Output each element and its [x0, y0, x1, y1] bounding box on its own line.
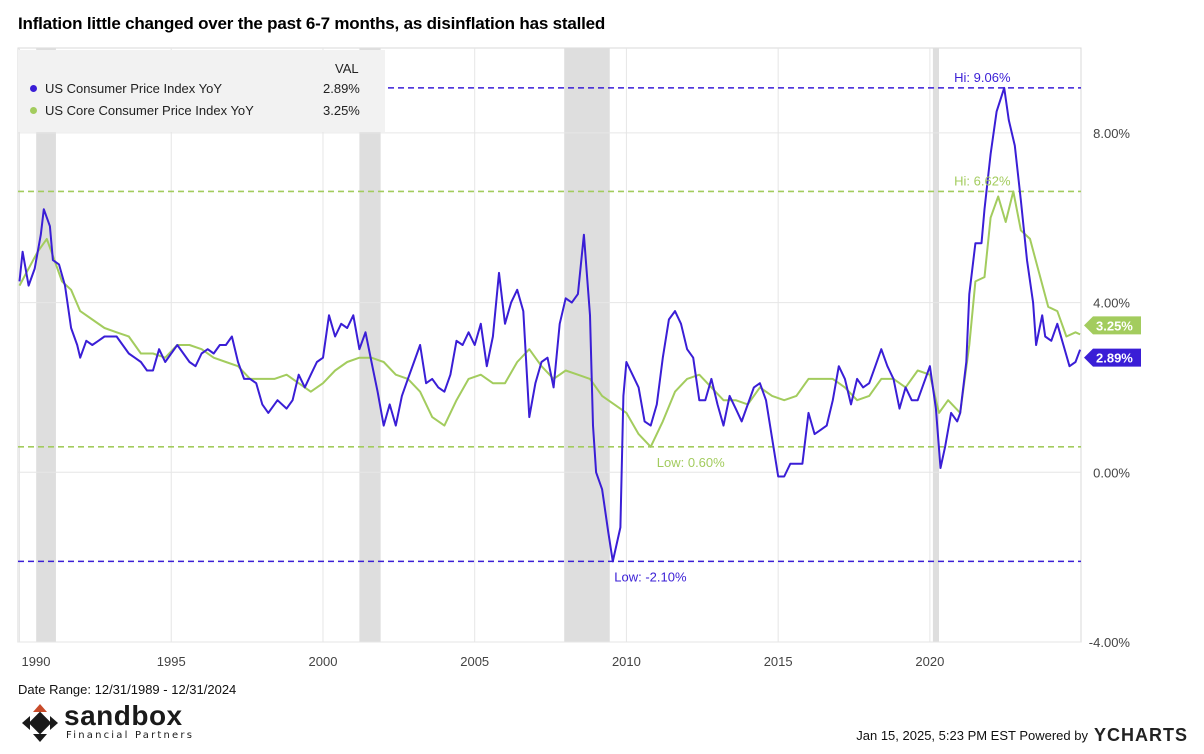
y-tick-label: 0.00% [1093, 465, 1130, 480]
end-value-tag [1084, 316, 1141, 335]
legend-value-header: VAL [335, 61, 359, 76]
end-value-label: 3.25% [1096, 318, 1133, 333]
reference-label: Low: -2.10% [614, 569, 687, 584]
series-line [18, 86, 1082, 563]
ycharts-brand[interactable]: YCHARTS [1093, 725, 1188, 745]
x-tick-label: 2005 [460, 654, 489, 669]
x-tick-label: 1990 [22, 654, 51, 669]
legend-value: 2.89% [323, 80, 360, 96]
x-tick-label: 2010 [612, 654, 641, 669]
sandbox-logo[interactable]: sandbox Financial Partners [22, 700, 202, 750]
legend-label: US Consumer Price Index YoY [45, 80, 223, 96]
recession-band [564, 48, 610, 642]
timestamp: Jan 15, 2025, 5:23 PM EST Powered by [856, 728, 1088, 743]
x-tick-label: 2000 [309, 654, 338, 669]
x-tick-label: 1995 [157, 654, 186, 669]
sandbox-mark-icon [22, 704, 58, 742]
logo-subtitle: Financial Partners [66, 730, 195, 741]
end-value-tag [1084, 348, 1141, 367]
recession-band [932, 48, 939, 642]
chart-legend: VAL US Consumer Price Index YoY 2.89% US… [18, 50, 385, 132]
reference-label: Hi: 6.62% [954, 173, 1011, 188]
y-tick-label: 4.00% [1093, 296, 1130, 311]
x-tick-label: 2015 [764, 654, 793, 669]
legend-value: 3.25% [323, 102, 360, 118]
end-value-label: 2.89% [1096, 351, 1133, 366]
powered-by: Jan 15, 2025, 5:23 PM EST Powered by YCH… [856, 725, 1188, 746]
legend-label: US Core Consumer Price Index YoY [45, 102, 254, 118]
chart-title: Inflation little changed over the past 6… [18, 14, 606, 33]
recession-band [36, 48, 56, 642]
logo-wordmark: sandbox [64, 700, 183, 731]
y-tick-label: 8.00% [1093, 126, 1130, 141]
reference-label: Hi: 9.06% [954, 70, 1011, 85]
series-line [18, 190, 1081, 448]
date-range: Date Range: 12/31/1989 - 12/31/2024 [18, 682, 237, 697]
recession-band [359, 48, 381, 642]
reference-label: Low: 0.60% [657, 455, 725, 470]
x-tick-label: 2020 [915, 654, 944, 669]
legend-item-core-cpi[interactable]: US Core Consumer Price Index YoY 3.25% [30, 101, 370, 119]
legend-item-cpi[interactable]: US Consumer Price Index YoY 2.89% [30, 79, 370, 97]
y-tick-label: -4.00% [1089, 635, 1131, 650]
series-dot-icon [30, 84, 37, 92]
series-dot-icon [30, 106, 37, 114]
